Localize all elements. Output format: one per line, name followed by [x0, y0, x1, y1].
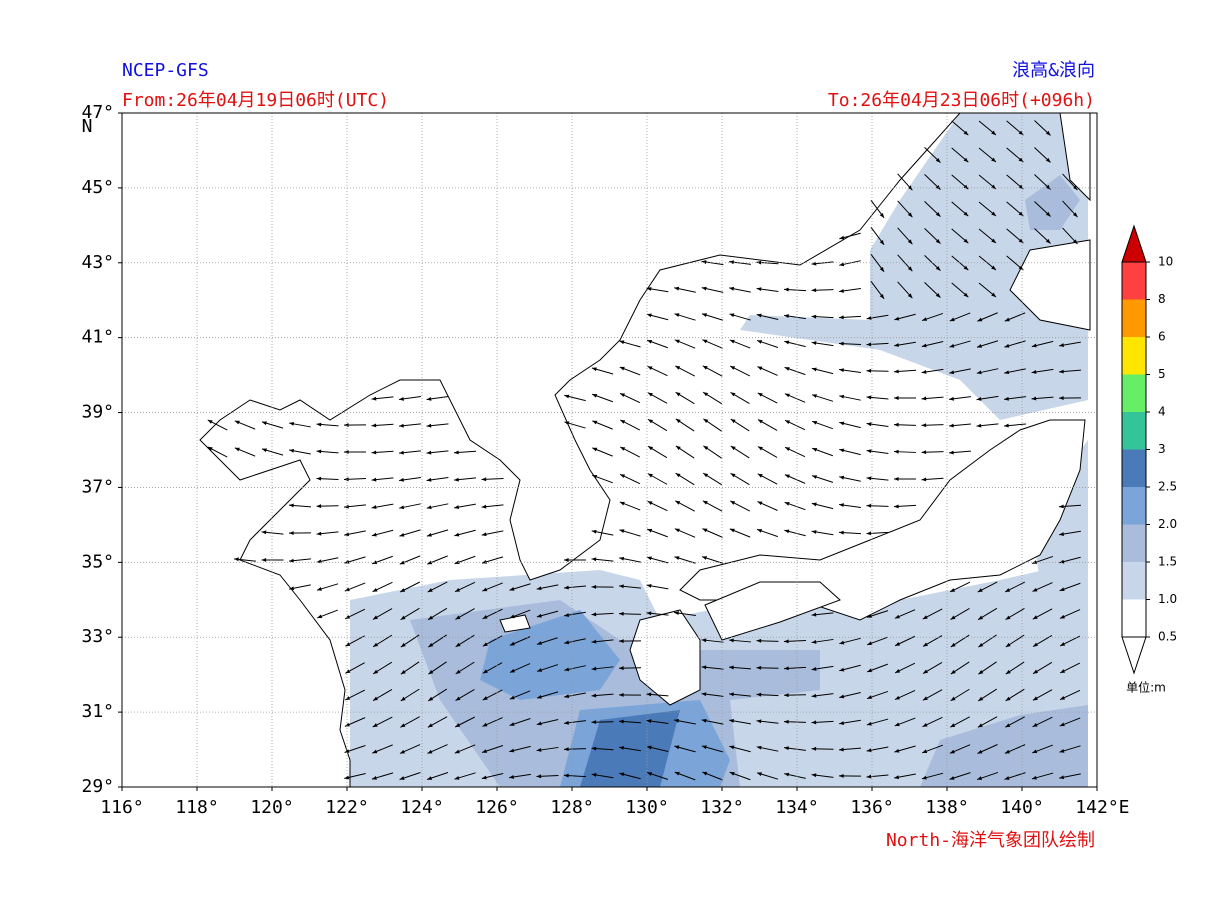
lat-tick-label: 47°: [81, 102, 114, 123]
lon-tick-label: 120°: [250, 797, 293, 818]
colorbar-label: 4: [1158, 405, 1166, 419]
colorbar-label: 2.0: [1158, 517, 1177, 531]
lon-tick-label: 136°: [850, 797, 893, 818]
colorbar-label: 1.5: [1158, 555, 1177, 569]
lon-tick-label: 124°: [400, 797, 443, 818]
lon-tick-label: 132°: [700, 797, 743, 818]
lat-tick-label: 37°: [81, 476, 114, 497]
colorbar-segment: [1122, 562, 1146, 600]
lon-tick-label: 140°: [1000, 797, 1043, 818]
colorbar-segment: [1122, 412, 1146, 450]
colorbar-segment: [1122, 525, 1146, 563]
lon-tick-label: 126°: [475, 797, 518, 818]
colorbar-segment: [1122, 337, 1146, 375]
colorbar-segment: [1122, 300, 1146, 338]
lon-tick-label: 130°: [625, 797, 668, 818]
to-time: To:26年04月23日06时(+096h): [828, 90, 1095, 111]
lat-tick-label: 45°: [81, 177, 114, 198]
colorbar-segment: [1122, 262, 1146, 300]
from-time: From:26年04月19日06时(UTC): [122, 90, 389, 111]
lon-tick-label: 134°: [775, 797, 818, 818]
lon-tick-label: 142°: [1075, 797, 1118, 818]
colorbar-label: 1.0: [1158, 592, 1177, 606]
lat-tick-label: 31°: [81, 701, 114, 722]
lon-tick-label: 118°: [175, 797, 218, 818]
left-title: NCEP-GFS: [122, 60, 209, 81]
colorbar-segment: [1122, 375, 1146, 413]
lon-tick-label: 116°: [100, 797, 143, 818]
right-title: 浪高&浪向: [1012, 60, 1095, 81]
colorbar-label: 10: [1158, 255, 1173, 269]
colorbar-label: 0.5: [1158, 630, 1177, 644]
colorbar-segment: [1122, 450, 1146, 488]
lat-tick-label: 39°: [81, 402, 114, 423]
colorbar-label: 8: [1158, 292, 1166, 306]
lat-tick-label: 41°: [81, 327, 114, 348]
lat-tick-label: 29°: [81, 776, 114, 797]
colorbar-segment: [1122, 600, 1146, 638]
colorbar-unit: 单位:m: [1126, 680, 1166, 695]
lat-tick-label: 33°: [81, 626, 114, 647]
lon-tick-label: 122°: [325, 797, 368, 818]
lat-tick-label: 35°: [81, 551, 114, 572]
colorbar-label: 5: [1158, 367, 1166, 381]
lon-unit: E: [1119, 797, 1130, 818]
lon-tick-label: 138°: [925, 797, 968, 818]
colorbar-label: 6: [1158, 330, 1166, 344]
colorbar-label: 2.5: [1158, 480, 1177, 494]
colorbar-label: 3: [1158, 442, 1166, 456]
lon-tick-label: 128°: [550, 797, 593, 818]
lat-tick-label: 43°: [81, 252, 114, 273]
colorbar-segment: [1122, 487, 1146, 525]
credit: North-海洋气象团队绘制: [886, 830, 1095, 851]
